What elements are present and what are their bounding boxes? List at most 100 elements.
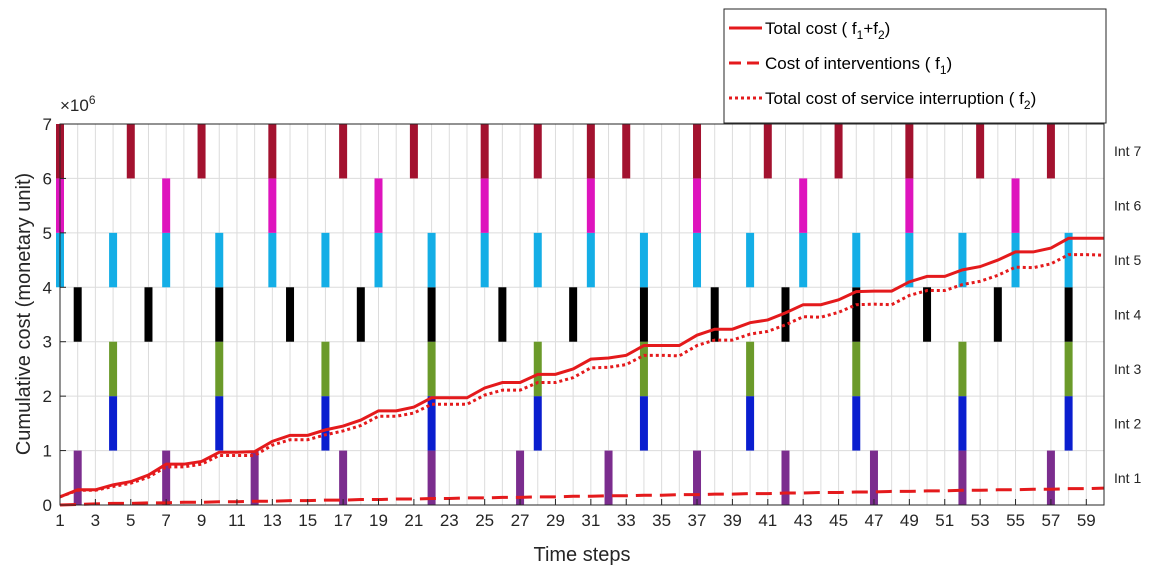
series-line-2 <box>59 253 1105 499</box>
x-tick-label-47: 47 <box>865 511 884 530</box>
int7-bar-step-28 <box>533 124 542 179</box>
int3-bar-step-34 <box>639 341 648 397</box>
int7-bar-step-49 <box>905 124 914 179</box>
x-tick-label-27: 27 <box>511 511 530 530</box>
int7-bar-step-17 <box>339 124 348 179</box>
int3-bar-step-10 <box>215 341 224 397</box>
int4-bar-step-46 <box>852 287 861 342</box>
int4-bar-step-26 <box>498 287 507 342</box>
y-tick-label-1: 1 <box>43 442 52 461</box>
plot-border <box>59 123 1105 506</box>
y-tick-label-6: 6 <box>43 169 52 188</box>
x-tick-label-33: 33 <box>617 511 636 530</box>
int1-bar-step-32 <box>604 450 613 505</box>
int2-bar-step-10 <box>215 396 224 451</box>
int5-bar-step-22 <box>427 232 436 288</box>
int5-bar-step-52 <box>958 232 967 288</box>
int3-bar-step-58 <box>1064 341 1073 397</box>
int2-bar-step-16 <box>321 396 330 451</box>
int5-bar-step-13 <box>268 232 277 288</box>
int4-bar-step-6 <box>144 287 153 342</box>
int7-bar-step-57 <box>1046 124 1055 179</box>
x-tick-labels: 1 3 5 7 9 11 13 15 17 19 21 23 25 27 29 31 33 35 37 39 41 43 4… <box>55 499 1096 530</box>
int5-bar-step-16 <box>321 232 330 288</box>
int6-bar-step-37 <box>693 178 702 233</box>
int2-bar-step-34 <box>639 396 648 451</box>
int3-bar-step-4 <box>109 341 118 397</box>
int2-bar-step-22 <box>427 396 436 451</box>
x-tick-label-59: 59 <box>1077 511 1096 530</box>
int5-bar-step-10 <box>215 232 224 288</box>
x-tick-label-29: 29 <box>546 511 565 530</box>
int7-bar-step-45 <box>834 124 843 179</box>
int5-bar-step-40 <box>746 232 755 288</box>
int3-bar-step-22 <box>427 341 436 397</box>
x-tick-label-57: 57 <box>1041 511 1060 530</box>
int5-bar-step-31 <box>586 232 595 288</box>
y-tick-label-3: 3 <box>43 333 52 352</box>
int4-bar-step-10 <box>215 287 224 342</box>
int2-bar-step-52 <box>958 396 967 451</box>
int5-bar-step-25 <box>480 232 489 288</box>
int6-bar-step-13 <box>268 178 277 233</box>
int7-bar-step-33 <box>622 124 631 179</box>
int5-bar-step-4 <box>109 232 118 288</box>
int6-bar-step-31 <box>586 178 595 233</box>
x-tick-label-43: 43 <box>794 511 813 530</box>
row-label-int4: Int 4 <box>1114 307 1141 323</box>
row-label-int1: Int 1 <box>1114 470 1141 486</box>
y-tick-label-7: 7 <box>43 115 52 134</box>
x-axis-label: Time steps <box>533 544 630 566</box>
x-tick-label-37: 37 <box>688 511 707 530</box>
int4-bar-step-18 <box>356 287 365 342</box>
row-label-int5: Int 5 <box>1114 252 1141 268</box>
int3-bar-step-52 <box>958 341 967 397</box>
int2-bar-step-58 <box>1064 396 1073 451</box>
int4-bar-step-42 <box>781 287 790 342</box>
y-multiplier-exp: 6 <box>89 93 96 107</box>
int7-bar-step-31 <box>586 124 595 179</box>
x-tick-label-19: 19 <box>369 511 388 530</box>
int1-bar-step-2 <box>73 450 82 505</box>
legend: Total cost ( f1+f2) Cost of interventions… <box>723 8 1107 124</box>
row-label-int2: Int 2 <box>1114 415 1141 431</box>
x-tick-label-23: 23 <box>440 511 459 530</box>
int1-bar-step-27 <box>516 450 525 505</box>
int4-bar-step-54 <box>993 287 1002 342</box>
intervention-bars <box>56 124 1073 505</box>
x-tick-label-45: 45 <box>829 511 848 530</box>
int5-bar-step-46 <box>852 232 861 288</box>
y-multiplier: ×106 <box>60 93 96 115</box>
row-label-int3: Int 3 <box>1114 361 1141 377</box>
y-tick-label-2: 2 <box>43 387 52 406</box>
int6-bar-step-49 <box>905 178 914 233</box>
x-tick-label-11: 11 <box>228 511 246 530</box>
x-tick-label-13: 13 <box>263 511 282 530</box>
y-tick-label-5: 5 <box>43 224 52 243</box>
x-tick-label-9: 9 <box>197 511 206 530</box>
int6-bar-step-43 <box>799 178 808 233</box>
int1-bar-step-37 <box>693 450 702 505</box>
x-tick-label-3: 3 <box>91 511 100 530</box>
int6-bar-step-19 <box>374 178 383 233</box>
int6-bar-step-55 <box>1011 178 1020 233</box>
int3-bar-step-40 <box>746 341 755 397</box>
int5-bar-step-7 <box>162 232 171 288</box>
y-tick-label-0: 0 <box>43 496 52 515</box>
int2-bar-step-46 <box>852 396 861 451</box>
series-lines <box>59 236 1105 507</box>
x-tick-label-49: 49 <box>900 511 919 530</box>
int1-bar-step-42 <box>781 450 790 505</box>
int7-bar-step-37 <box>693 124 702 179</box>
int6-bar-step-7 <box>162 178 171 233</box>
series-line-0 <box>59 236 1104 499</box>
int7-bar-step-9 <box>197 124 206 179</box>
int4-bar-step-22 <box>427 287 436 342</box>
int7-bar-step-53 <box>976 124 985 179</box>
int1-bar-step-52 <box>958 450 967 505</box>
x-tick-label-15: 15 <box>298 511 317 530</box>
int5-bar-step-28 <box>533 232 542 288</box>
int3-bar-step-16 <box>321 341 330 397</box>
int5-bar-step-34 <box>639 232 648 288</box>
